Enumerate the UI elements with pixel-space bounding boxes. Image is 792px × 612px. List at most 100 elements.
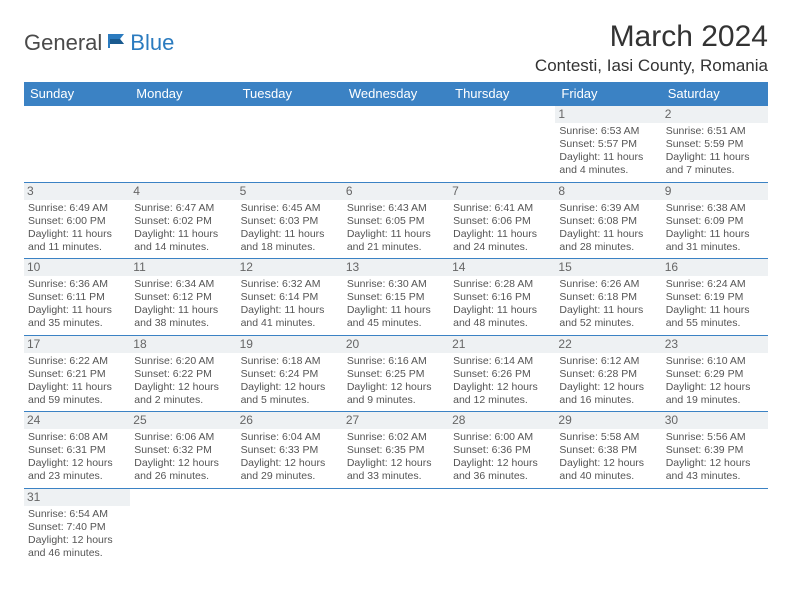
calendar-cell: 31 Sunrise: 6:54 AMSunset: 7:40 PMDayligh… — [24, 488, 130, 564]
location-text: Contesti, Iasi County, Romania — [535, 56, 768, 76]
day-info: Sunrise: 6:24 AMSunset: 6:19 PMDaylight:… — [666, 278, 764, 331]
day-number: 12 — [237, 259, 343, 276]
day-number: 23 — [662, 336, 768, 353]
day-number: 28 — [449, 412, 555, 429]
day-info: Sunrise: 6:45 AMSunset: 6:03 PMDaylight:… — [241, 202, 339, 255]
day-info: Sunrise: 6:10 AMSunset: 6:29 PMDaylight:… — [666, 355, 764, 408]
day-info: Sunrise: 6:14 AMSunset: 6:26 PMDaylight:… — [453, 355, 551, 408]
calendar-body: 1Sunrise: 6:53 AMSunset: 5:57 PMDaylight… — [24, 106, 768, 565]
calendar-header: SundayMondayTuesdayWednesdayThursdayFrid… — [24, 82, 768, 106]
calendar-cell: 20Sunrise: 6:16 AMSunset: 6:25 PMDayligh… — [343, 335, 449, 412]
day-info: Sunrise: 6:53 AMSunset: 5:57 PMDaylight:… — [559, 125, 657, 178]
day-number: 19 — [237, 336, 343, 353]
day-info: Sunrise: 6:39 AMSunset: 6:08 PMDaylight:… — [559, 202, 657, 255]
day-info: Sunrise: 6:12 AMSunset: 6:28 PMDaylight:… — [559, 355, 657, 408]
calendar-cell: 17Sunrise: 6:22 AMSunset: 6:21 PMDayligh… — [24, 335, 130, 412]
day-number: 29 — [555, 412, 661, 429]
calendar-cell — [237, 488, 343, 564]
day-info: Sunrise: 6:02 AMSunset: 6:35 PMDaylight:… — [347, 431, 445, 484]
day-info: Sunrise: 6:51 AMSunset: 5:59 PMDaylight:… — [666, 125, 764, 178]
day-info: Sunrise: 6:06 AMSunset: 6:32 PMDaylight:… — [134, 431, 232, 484]
calendar-cell: 8 Sunrise: 6:39 AMSunset: 6:08 PMDaylight… — [555, 182, 661, 259]
calendar-cell: 15 Sunrise: 6:26 AMSunset: 6:18 PMDayligh… — [555, 259, 661, 336]
day-number: 11 — [130, 259, 236, 276]
calendar-cell: 30 Sunrise: 5:56 AMSunset: 6:39 PMDayligh… — [662, 412, 768, 489]
day-info: Sunrise: 6:47 AMSunset: 6:02 PMDaylight:… — [134, 202, 232, 255]
weekday-header: Thursday — [449, 82, 555, 106]
day-number: 15 — [555, 259, 661, 276]
title-block: March 2024 Contesti, Iasi County, Romani… — [535, 20, 768, 76]
weekday-header: Saturday — [662, 82, 768, 106]
day-number: 30 — [662, 412, 768, 429]
calendar-cell: 19 Sunrise: 6:18 AMSunset: 6:24 PMDayligh… — [237, 335, 343, 412]
calendar-cell: 26Sunrise: 6:04 AMSunset: 6:33 PMDayligh… — [237, 412, 343, 489]
day-number: 27 — [343, 412, 449, 429]
day-info: Sunrise: 5:58 AMSunset: 6:38 PMDaylight:… — [559, 431, 657, 484]
day-info: Sunrise: 6:32 AMSunset: 6:14 PMDaylight:… — [241, 278, 339, 331]
calendar-cell: 12 Sunrise: 6:32 AMSunset: 6:14 PMDayligh… — [237, 259, 343, 336]
day-number: 17 — [24, 336, 130, 353]
day-number: 20 — [343, 336, 449, 353]
weekday-header: Sunday — [24, 82, 130, 106]
header: General Blue March 2024 Contesti, Iasi C… — [24, 20, 768, 76]
day-number: 18 — [130, 336, 236, 353]
calendar-cell: 3Sunrise: 6:49 AMSunset: 6:00 PMDaylight… — [24, 182, 130, 259]
day-info: Sunrise: 6:36 AMSunset: 6:11 PMDaylight:… — [28, 278, 126, 331]
weekday-header: Friday — [555, 82, 661, 106]
day-info: Sunrise: 6:38 AMSunset: 6:09 PMDaylight:… — [666, 202, 764, 255]
calendar-cell — [662, 488, 768, 564]
calendar-row: 1Sunrise: 6:53 AMSunset: 5:57 PMDaylight… — [24, 106, 768, 183]
day-number: 31 — [24, 489, 130, 506]
calendar-cell — [555, 488, 661, 564]
day-info: Sunrise: 6:04 AMSunset: 6:33 PMDaylight:… — [241, 431, 339, 484]
day-info: Sunrise: 6:34 AMSunset: 6:12 PMDaylight:… — [134, 278, 232, 331]
day-number: 7 — [449, 183, 555, 200]
calendar-cell: 29 Sunrise: 5:58 AMSunset: 6:38 PMDayligh… — [555, 412, 661, 489]
day-info: Sunrise: 6:26 AMSunset: 6:18 PMDaylight:… — [559, 278, 657, 331]
day-number: 10 — [24, 259, 130, 276]
calendar-row: 3Sunrise: 6:49 AMSunset: 6:00 PMDaylight… — [24, 182, 768, 259]
brand-part2: Blue — [130, 30, 174, 56]
calendar-cell: 9Sunrise: 6:38 AMSunset: 6:09 PMDaylight… — [662, 182, 768, 259]
calendar-cell — [24, 106, 130, 183]
day-info: Sunrise: 6:41 AMSunset: 6:06 PMDaylight:… — [453, 202, 551, 255]
calendar-cell: 5Sunrise: 6:45 AMSunset: 6:03 PMDaylight… — [237, 182, 343, 259]
calendar-row: 17Sunrise: 6:22 AMSunset: 6:21 PMDayligh… — [24, 335, 768, 412]
day-number: 24 — [24, 412, 130, 429]
calendar-cell — [130, 488, 236, 564]
calendar-cell: 28 Sunrise: 6:00 AMSunset: 6:36 PMDayligh… — [449, 412, 555, 489]
day-info: Sunrise: 6:18 AMSunset: 6:24 PMDaylight:… — [241, 355, 339, 408]
calendar-cell: 16Sunrise: 6:24 AMSunset: 6:19 PMDayligh… — [662, 259, 768, 336]
calendar-cell — [343, 488, 449, 564]
day-number: 4 — [130, 183, 236, 200]
calendar-cell: 18 Sunrise: 6:20 AMSunset: 6:22 PMDayligh… — [130, 335, 236, 412]
day-number: 21 — [449, 336, 555, 353]
day-info: Sunrise: 6:43 AMSunset: 6:05 PMDaylight:… — [347, 202, 445, 255]
month-title: March 2024 — [535, 20, 768, 54]
calendar-table: SundayMondayTuesdayWednesdayThursdayFrid… — [24, 82, 768, 564]
calendar-cell: 6 Sunrise: 6:43 AMSunset: 6:05 PMDaylight… — [343, 182, 449, 259]
flag-icon — [106, 32, 128, 55]
brand-logo: General Blue — [24, 30, 174, 56]
day-number: 6 — [343, 183, 449, 200]
calendar-cell: 24Sunrise: 6:08 AMSunset: 6:31 PMDayligh… — [24, 412, 130, 489]
day-number: 14 — [449, 259, 555, 276]
calendar-cell: 7 Sunrise: 6:41 AMSunset: 6:06 PMDaylight… — [449, 182, 555, 259]
day-number: 22 — [555, 336, 661, 353]
calendar-cell — [449, 488, 555, 564]
day-number: 25 — [130, 412, 236, 429]
day-info: Sunrise: 6:30 AMSunset: 6:15 PMDaylight:… — [347, 278, 445, 331]
calendar-cell: 27 Sunrise: 6:02 AMSunset: 6:35 PMDayligh… — [343, 412, 449, 489]
weekday-header: Wednesday — [343, 82, 449, 106]
day-info: Sunrise: 6:00 AMSunset: 6:36 PMDaylight:… — [453, 431, 551, 484]
day-info: Sunrise: 6:20 AMSunset: 6:22 PMDaylight:… — [134, 355, 232, 408]
brand-part1: General — [24, 30, 102, 56]
day-number: 8 — [555, 183, 661, 200]
day-info: Sunrise: 6:49 AMSunset: 6:00 PMDaylight:… — [28, 202, 126, 255]
day-info: Sunrise: 5:56 AMSunset: 6:39 PMDaylight:… — [666, 431, 764, 484]
calendar-cell: 21 Sunrise: 6:14 AMSunset: 6:26 PMDayligh… — [449, 335, 555, 412]
calendar-cell: 23 Sunrise: 6:10 AMSunset: 6:29 PMDayligh… — [662, 335, 768, 412]
day-info: Sunrise: 6:54 AMSunset: 7:40 PMDaylight:… — [28, 508, 126, 561]
calendar-cell: 13Sunrise: 6:30 AMSunset: 6:15 PMDayligh… — [343, 259, 449, 336]
weekday-header: Monday — [130, 82, 236, 106]
